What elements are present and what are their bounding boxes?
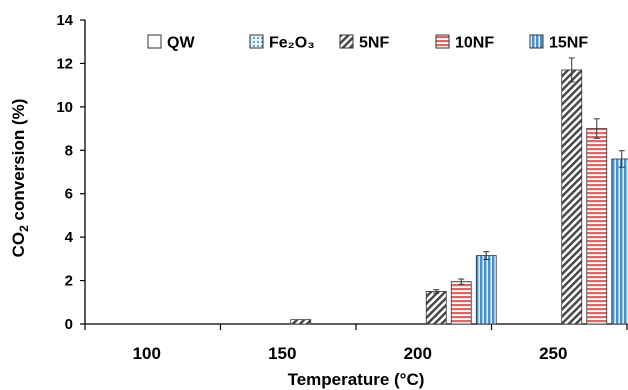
x-tick-label: 100 [133,344,161,363]
x-axis-title: Temperature (°C) [288,370,425,389]
y-axis-title: CO2 conversion (%) [9,99,31,258]
bar-5nf-150 [290,319,312,325]
legend-item-qw: QW [147,34,195,52]
y-tick-label: 2 [65,273,73,290]
bar-5nf-250 [561,69,583,325]
legend-swatch [147,34,162,49]
x-tick-label: 250 [539,344,567,363]
legend-swatch [435,34,450,49]
bar-15nf-200 [475,255,497,325]
legend-label: 10NF [455,35,494,52]
y-tick-label: 8 [65,142,73,159]
legend-item-feo: Fe₂O₃ [249,34,315,52]
legend-item-15nf: 15NF [529,34,588,52]
legend-label: 15NF [549,35,588,52]
y-tick-label: 10 [56,99,73,116]
y-tick-label: 14 [56,12,73,29]
plot-area: 0 2 4 6 8 10 12 14 100 150 200 250 [56,12,628,363]
y-tick-label: 12 [56,55,73,72]
legend-swatch [529,34,544,49]
legend-item-10nf: 10NF [435,34,494,52]
bar-15nf-250 [611,158,628,325]
x-tick-label: 200 [404,344,432,363]
legend-swatch [249,34,264,49]
legend-label: 5NF [359,35,389,52]
bar-10nf-250 [586,128,608,325]
x-tick-label: 150 [268,344,296,363]
legend-item-5nf: 5NF [339,34,389,52]
bar-5nf-200 [425,291,447,325]
y-tick-label: 4 [65,229,74,246]
legend-swatch [339,34,354,49]
y-tick-label: 0 [65,316,73,333]
y-tick-label: 6 [65,186,73,203]
legend: QW Fe₂O₃ 5NF 10NF 15NF [147,34,588,52]
bar-10nf-200 [450,281,472,325]
legend-label: QW [167,35,195,52]
legend-label: Fe₂O₃ [269,35,315,52]
